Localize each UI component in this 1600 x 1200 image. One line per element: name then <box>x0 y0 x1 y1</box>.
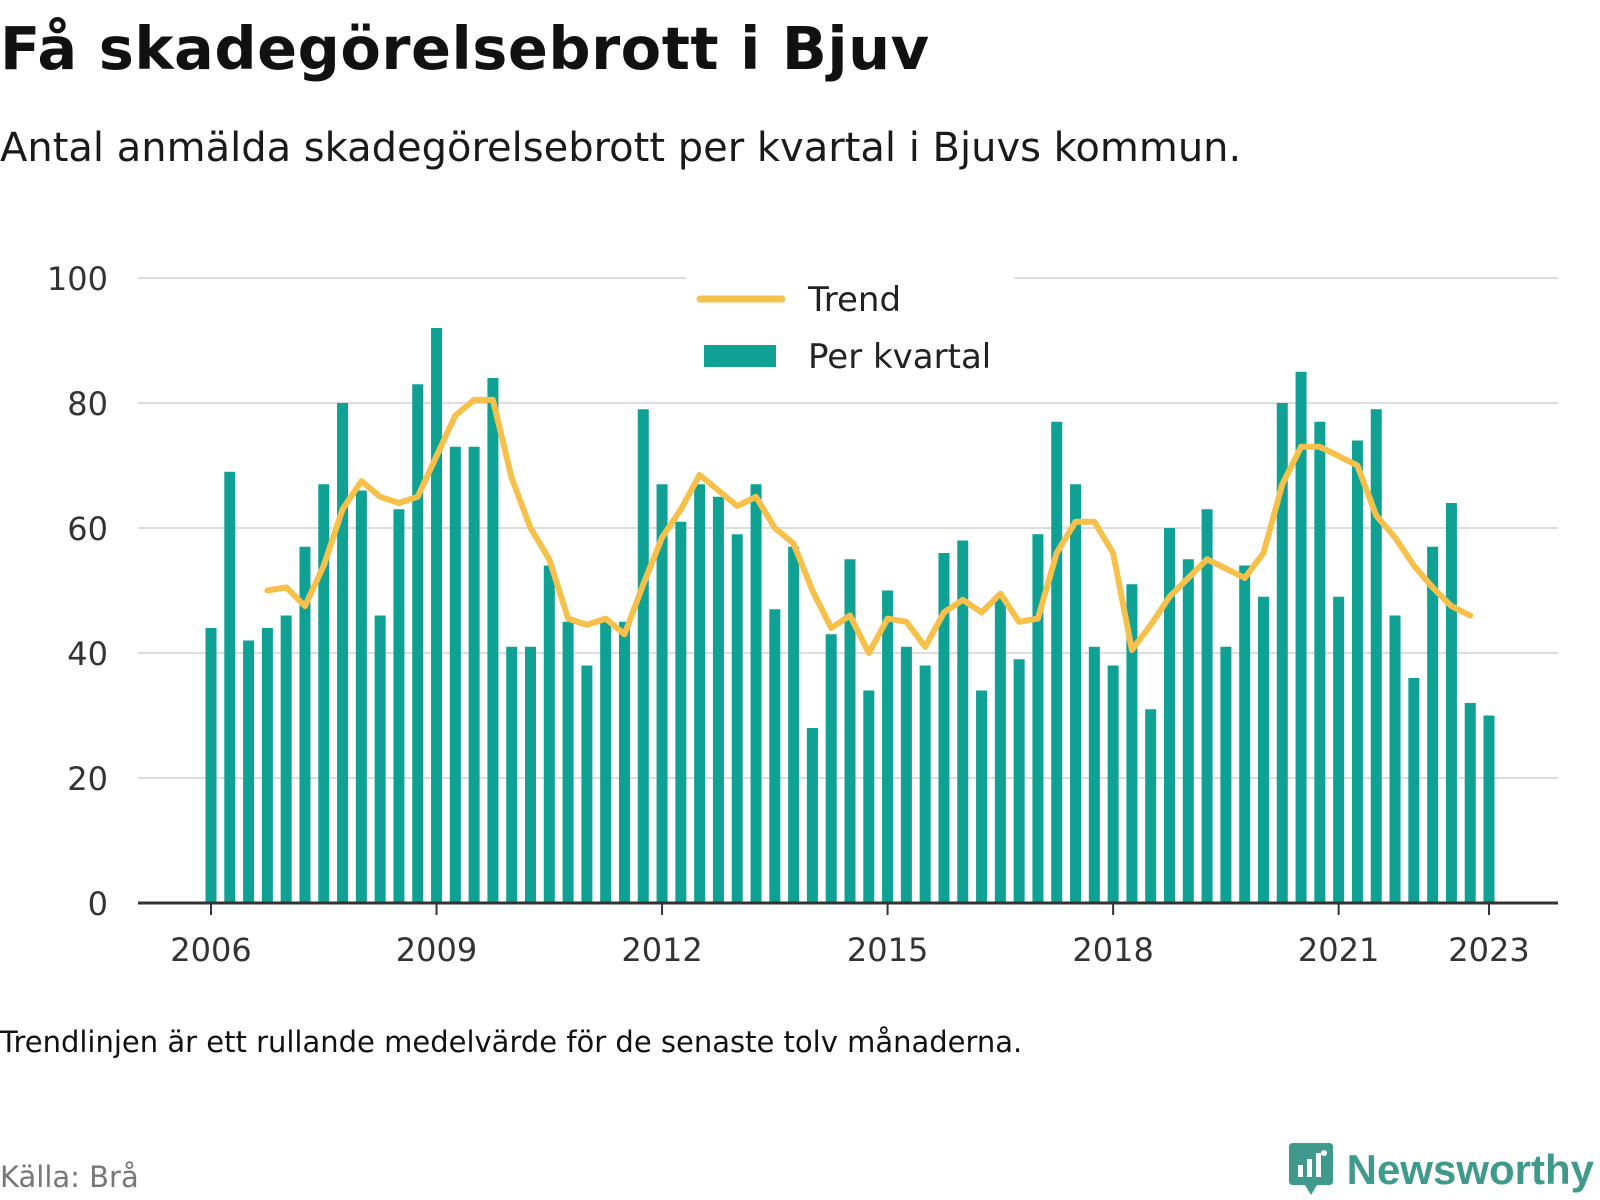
x-tick-label: 2006 <box>170 931 251 969</box>
bar <box>1464 703 1476 903</box>
bar <box>1182 559 1194 903</box>
bar <box>205 628 217 903</box>
bar <box>412 384 424 903</box>
x-tick-label: 2015 <box>847 931 928 969</box>
bar <box>769 609 781 903</box>
bar <box>750 484 762 903</box>
bar <box>1314 421 1326 903</box>
legend-trend-label: Trend <box>807 280 901 320</box>
bar <box>1351 440 1363 903</box>
footnote: Trendlinjen är ett rullande medelvärde f… <box>0 1025 1023 1059</box>
bar <box>806 728 818 903</box>
y-tick-label: 60 <box>67 510 108 548</box>
bar <box>562 621 574 903</box>
bar <box>374 615 386 903</box>
bar <box>1126 584 1138 903</box>
bar <box>1276 403 1288 903</box>
bar <box>1145 709 1157 903</box>
page-subtitle: Antal anmälda skadegörelsebrott per kvar… <box>0 125 1242 171</box>
bar <box>863 690 875 903</box>
bar <box>449 446 461 903</box>
bar <box>919 665 931 903</box>
bar <box>1389 615 1401 903</box>
bar <box>731 534 743 903</box>
bar <box>1032 534 1044 903</box>
y-tick-label: 20 <box>67 760 108 798</box>
bar <box>261 628 273 903</box>
trend-line-layer <box>264 396 1474 656</box>
bar <box>1107 665 1119 903</box>
bars <box>205 328 1495 903</box>
axes: 0 20 40 60 80 100 2006 2009 2012 2015 2018 2021 2023 <box>47 260 1558 969</box>
legend-bar-swatch <box>704 345 776 367</box>
legend-bar-label: Per kvartal <box>808 337 991 377</box>
bar <box>1427 546 1439 903</box>
bar <box>299 546 311 903</box>
bar <box>487 378 499 903</box>
bar <box>280 615 292 903</box>
x-tick-label: 2023 <box>1448 931 1529 969</box>
bar <box>1370 409 1382 903</box>
legend: Trend Per kvartal <box>686 276 1014 388</box>
bar <box>938 553 950 903</box>
bar <box>1070 484 1082 903</box>
bar <box>1239 565 1251 903</box>
x-tick-label: 2012 <box>621 931 702 969</box>
bar <box>1257 596 1269 903</box>
bar <box>825 634 837 903</box>
bar <box>618 621 630 903</box>
newsworthy-logo-icon <box>1288 1143 1333 1195</box>
bar <box>900 646 912 903</box>
bar <box>506 646 518 903</box>
bar <box>1164 528 1175 903</box>
bar <box>1088 646 1100 903</box>
bar <box>675 521 687 903</box>
bar <box>637 409 649 903</box>
bar <box>712 496 724 903</box>
bar <box>1333 596 1345 903</box>
bar <box>1201 509 1213 903</box>
bar <box>656 484 668 903</box>
bar-chart: 0 20 40 60 80 100 2006 2009 2012 2015 2018 2021 2023… <box>47 260 1558 969</box>
bar <box>243 640 255 903</box>
x-tick-label: 2021 <box>1298 931 1379 969</box>
bar <box>1445 503 1457 903</box>
bar <box>1013 659 1025 903</box>
bar <box>957 540 969 903</box>
bar <box>994 596 1006 903</box>
bar <box>600 621 612 903</box>
bar <box>976 690 988 903</box>
bar <box>788 546 800 903</box>
bar <box>581 665 593 903</box>
bar <box>1295 371 1307 903</box>
trend-line <box>264 396 1474 656</box>
page-title: Få skadegörelsebrott i Bjuv <box>0 14 930 83</box>
bar <box>882 590 894 903</box>
x-tick-label: 2009 <box>396 931 477 969</box>
brand-name: Newsworthy <box>1346 1146 1594 1193</box>
bar <box>224 471 236 903</box>
bar <box>543 565 555 903</box>
bar <box>393 509 405 903</box>
y-tick-label: 100 <box>47 260 108 298</box>
bar <box>468 446 480 903</box>
bar <box>694 484 706 903</box>
bar <box>1051 421 1063 903</box>
bar <box>525 646 536 903</box>
bar <box>1483 715 1495 903</box>
y-tick-label: 0 <box>88 885 108 923</box>
bar <box>431 328 443 903</box>
bar <box>1408 678 1420 903</box>
bar <box>355 490 367 903</box>
bar <box>318 484 330 903</box>
x-tick-label: 2018 <box>1072 931 1153 969</box>
source-label: Källa: Brå <box>0 1160 139 1194</box>
bar <box>1220 646 1232 903</box>
legend-background <box>686 276 1014 388</box>
y-tick-label: 80 <box>67 385 108 423</box>
y-tick-label: 40 <box>67 635 108 673</box>
bar <box>844 559 856 903</box>
bar <box>337 403 349 903</box>
brand-logo: Newsworthy <box>1287 1141 1594 1199</box>
